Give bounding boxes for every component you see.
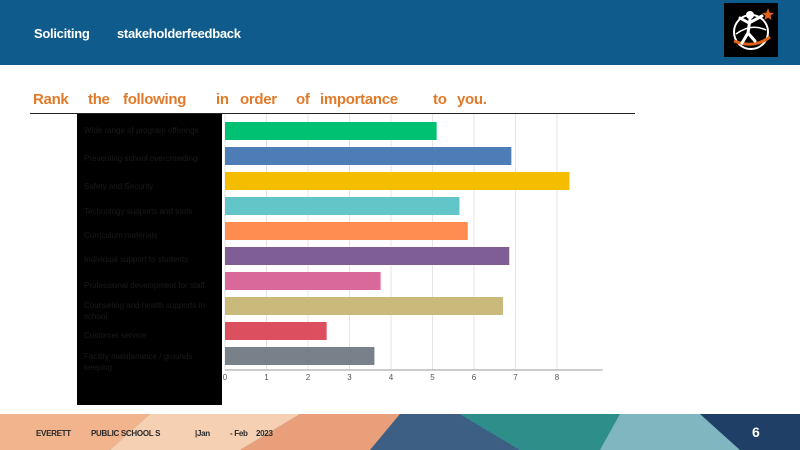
header-title-part2: stakeholderfeedback bbox=[117, 26, 241, 41]
page-number: 6 bbox=[752, 424, 760, 440]
question-word: importance bbox=[320, 91, 398, 108]
footer-date: |Jan bbox=[195, 429, 210, 438]
question-word: in bbox=[216, 91, 229, 108]
category-label: Counseling and health supports in school bbox=[84, 301, 205, 321]
x-tick-label: 1 bbox=[264, 373, 269, 382]
footer-date: - Feb bbox=[230, 429, 248, 438]
bar bbox=[225, 172, 570, 190]
category-label: Safety and Security bbox=[84, 182, 154, 191]
question-word: you. bbox=[457, 91, 487, 108]
question-word: following bbox=[123, 91, 187, 108]
bar bbox=[225, 272, 381, 290]
category-label-panel bbox=[77, 114, 222, 405]
x-tick-label: 2 bbox=[306, 373, 311, 382]
bar bbox=[225, 122, 437, 140]
footer-org-name: PUBLIC SCHOOL S bbox=[91, 429, 161, 438]
category-label: Wide range of program offerings bbox=[84, 126, 199, 135]
x-tick-label: 0 bbox=[223, 373, 228, 382]
category-label: Customer service bbox=[84, 331, 147, 340]
x-tick-label: 7 bbox=[513, 373, 518, 382]
bar bbox=[225, 347, 375, 365]
bar bbox=[225, 247, 510, 265]
question-word: of bbox=[296, 91, 310, 108]
x-tick-label: 6 bbox=[472, 373, 477, 382]
question-word: Rank bbox=[33, 91, 69, 108]
category-label: Facility maintenance / grounds keeping bbox=[84, 352, 193, 372]
x-tick-label: 3 bbox=[347, 373, 352, 382]
bar-chart: 0 1 2 3 4 5 6 7 8 bbox=[223, 114, 603, 382]
school-district-logo-icon bbox=[724, 3, 778, 57]
x-tick-label: 5 bbox=[430, 373, 435, 382]
bar bbox=[225, 197, 460, 215]
bar bbox=[225, 322, 327, 340]
footer-bar bbox=[0, 414, 800, 450]
header-title-part1: Soliciting bbox=[34, 26, 90, 41]
bar bbox=[225, 147, 512, 165]
bar bbox=[225, 297, 504, 315]
question-underline bbox=[30, 113, 635, 114]
category-label: Curriculum materials bbox=[84, 231, 158, 240]
footer-year: 2023 bbox=[256, 429, 273, 438]
question-word: to bbox=[433, 91, 447, 108]
category-label: Technology supports and tools bbox=[84, 207, 193, 216]
category-label: Professional development for staff bbox=[84, 281, 205, 290]
category-label: Individual support to students bbox=[84, 255, 189, 264]
header-bar: Soliciting stakeholderfeedback bbox=[0, 0, 800, 65]
category-label: Preventing school overcrowding bbox=[84, 154, 198, 163]
bar bbox=[225, 222, 468, 240]
footer-org-name: EVERETT bbox=[36, 429, 71, 438]
question-word: order bbox=[240, 91, 277, 108]
question-word: the bbox=[88, 91, 110, 108]
x-tick-label: 4 bbox=[389, 373, 394, 382]
x-tick-label: 8 bbox=[555, 373, 560, 382]
